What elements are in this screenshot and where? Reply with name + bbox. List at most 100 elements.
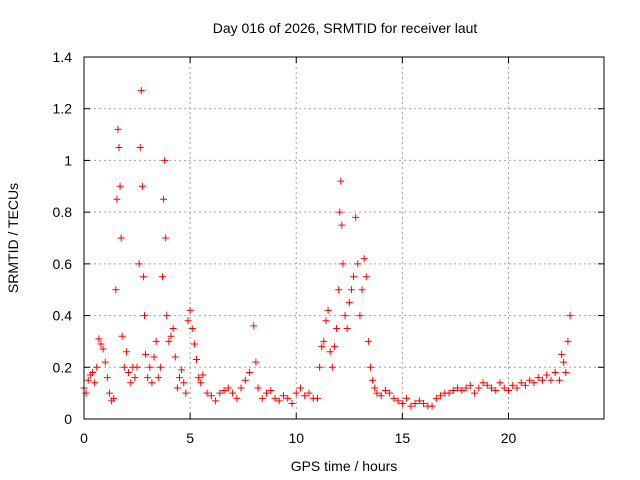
data-point — [509, 381, 517, 389]
data-point — [103, 374, 111, 382]
data-point — [229, 389, 237, 397]
data-point — [296, 384, 304, 392]
data-point — [320, 337, 328, 345]
data-point — [180, 379, 188, 387]
y-tick-label: 0.2 — [53, 359, 73, 375]
data-point — [543, 371, 551, 379]
data-point — [517, 379, 525, 387]
data-point — [496, 379, 504, 387]
data-point — [558, 350, 566, 358]
data-point — [156, 363, 164, 371]
data-point — [555, 376, 563, 384]
data-point — [150, 353, 158, 361]
data-point — [411, 399, 419, 407]
data-point — [152, 337, 160, 345]
data-point — [113, 195, 121, 203]
data-point — [538, 376, 546, 384]
data-point — [504, 387, 512, 395]
data-point — [338, 221, 346, 229]
data-point — [324, 306, 332, 314]
data-point — [99, 345, 107, 353]
data-point — [475, 384, 483, 392]
data-point — [101, 358, 109, 366]
data-point — [97, 340, 105, 348]
data-point — [267, 387, 275, 395]
data-point — [415, 397, 423, 405]
data-point — [125, 368, 133, 376]
data-point — [292, 389, 300, 397]
data-point — [254, 384, 262, 392]
data-point — [337, 177, 345, 185]
data-point — [358, 286, 366, 294]
data-point — [362, 273, 370, 281]
data-point — [136, 144, 144, 151]
data-point — [322, 317, 330, 325]
data-point — [144, 374, 152, 382]
data-point — [127, 379, 135, 387]
data-point — [326, 348, 334, 356]
data-point — [566, 312, 574, 320]
data-point — [564, 337, 572, 345]
data-point — [316, 363, 324, 371]
data-point — [284, 394, 292, 402]
data-point — [159, 273, 167, 281]
data-point — [500, 384, 508, 392]
data-point — [263, 389, 271, 397]
data-point — [343, 325, 351, 332]
y-tick-label: 0 — [64, 411, 72, 427]
x-axis-label: GPS time / hours — [291, 458, 398, 474]
data-point — [492, 387, 500, 395]
data-point — [93, 363, 101, 371]
data-point — [403, 394, 411, 402]
data-point — [479, 379, 487, 387]
data-point — [280, 392, 288, 400]
data-point — [328, 363, 336, 371]
data-point — [105, 389, 113, 397]
data-point — [258, 394, 266, 402]
data-point — [437, 392, 445, 400]
data-point — [112, 286, 120, 294]
data-point — [551, 368, 559, 376]
data-point — [534, 374, 542, 382]
y-tick-label: 1.4 — [53, 49, 73, 65]
data-point — [462, 384, 470, 392]
data-point — [84, 376, 92, 384]
data-points — [80, 87, 574, 410]
data-point — [560, 358, 568, 366]
data-point — [110, 394, 118, 402]
data-point — [345, 299, 353, 307]
data-point — [313, 394, 321, 402]
data-point — [530, 379, 538, 387]
plot-frame — [83, 56, 605, 420]
data-point — [352, 213, 360, 221]
data-point — [407, 402, 415, 410]
data-point — [354, 260, 362, 268]
data-point — [271, 394, 279, 402]
data-point — [154, 374, 162, 382]
data-point — [190, 340, 198, 348]
data-point — [330, 343, 338, 351]
data-point — [466, 381, 474, 389]
x-tick-label: 20 — [501, 430, 517, 446]
data-point — [318, 343, 326, 351]
data-point — [521, 381, 529, 389]
data-point — [146, 363, 154, 371]
data-point — [224, 384, 232, 392]
data-point — [148, 379, 156, 387]
data-point — [246, 368, 254, 376]
data-point — [386, 389, 394, 397]
data-point — [122, 348, 130, 356]
data-point — [301, 392, 309, 400]
data-point — [394, 397, 402, 405]
data-point — [237, 384, 245, 392]
data-point — [432, 394, 440, 402]
data-point — [420, 399, 428, 407]
data-point — [118, 332, 126, 340]
data-point — [428, 402, 436, 410]
data-point — [252, 358, 260, 366]
data-point — [347, 286, 355, 294]
data-point — [188, 325, 196, 332]
data-point — [562, 368, 570, 376]
